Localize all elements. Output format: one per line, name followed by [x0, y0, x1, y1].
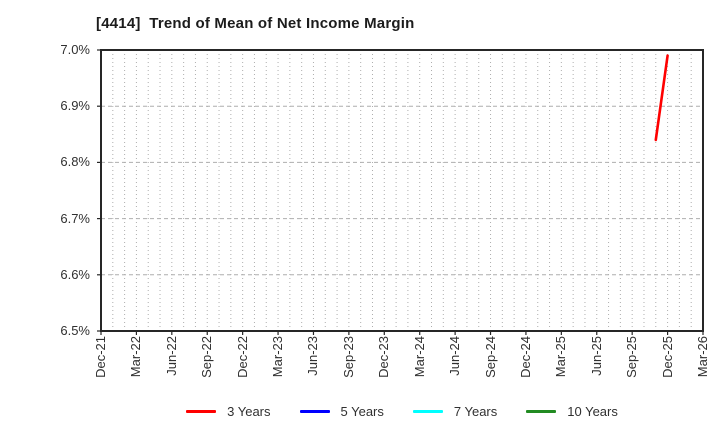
- chart-title: [4414] Trend of Mean of Net Income Margi…: [96, 15, 415, 32]
- legend-line-swatch: [526, 409, 557, 413]
- x-tick-label: Sep-23: [340, 336, 356, 378]
- grid-horizontal: [101, 105, 703, 276]
- x-tick-label: Mar-22: [128, 336, 144, 378]
- legend-line-swatch: [186, 409, 217, 413]
- grid-vertical: [112, 50, 692, 331]
- x-tick-label: Sep-24: [482, 336, 498, 378]
- x-tick-label: Mar-24: [411, 336, 427, 378]
- axis-ticks: [97, 49, 704, 335]
- x-tick-label: Jun-22: [163, 336, 179, 376]
- legend: 3 Years 5 Years 7 Years 10 Years: [101, 401, 703, 421]
- legend-item-10-years: 10 Years: [526, 404, 618, 419]
- y-tick-label: 6.9%: [60, 98, 90, 114]
- x-tick-label: Dec-23: [376, 336, 392, 378]
- y-tick-label: 6.5%: [60, 323, 90, 338]
- y-tick-label: 7.0%: [60, 42, 90, 57]
- x-tick-label: Dec-21: [93, 336, 108, 378]
- y-tick-label: 6.8%: [60, 154, 90, 170]
- plot-wrap: [97, 49, 704, 335]
- legend-label: 5 Years: [340, 403, 384, 419]
- x-tick-label: Mar-23: [270, 336, 286, 378]
- x-tick-label: Sep-25: [624, 336, 640, 378]
- legend-line-swatch: [299, 409, 330, 413]
- y-tick-label: 6.7%: [60, 210, 90, 226]
- x-tick-label: Sep-22: [199, 336, 215, 378]
- legend-item-5-years: 5 Years: [299, 403, 384, 419]
- x-tick-label: Jun-25: [588, 336, 604, 376]
- legend-item-7-years: 7 Years: [412, 403, 498, 419]
- x-tick-label: Dec-24: [517, 336, 533, 378]
- legend-item-3-years: 3 Years: [186, 403, 271, 419]
- x-tick-label: Mar-25: [553, 336, 569, 378]
- x-tick-label: Jun-24: [447, 336, 463, 376]
- x-tick-label: Mar-26: [695, 336, 710, 378]
- legend-label: 10 Years: [567, 403, 618, 419]
- plot-area: [97, 49, 704, 335]
- legend-label: 3 Years: [227, 403, 271, 419]
- x-tick-label: Dec-22: [234, 336, 250, 378]
- x-tick-label: Dec-25: [659, 336, 675, 378]
- x-tick-label: Jun-23: [305, 336, 321, 376]
- legend-line-swatch: [412, 409, 443, 413]
- plot-frame: [100, 49, 704, 332]
- series-line-3-years: [654, 54, 669, 142]
- y-tick-label: 6.6%: [60, 266, 90, 282]
- legend-label: 7 Years: [453, 403, 498, 419]
